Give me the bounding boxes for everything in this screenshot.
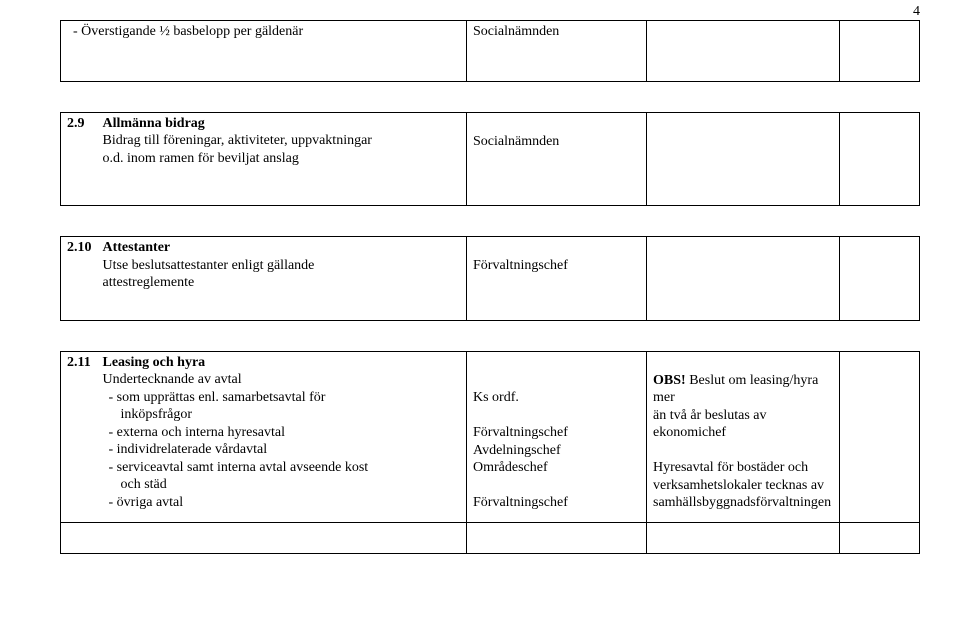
section-title: Attestanter [103, 239, 461, 257]
cell-who: Förvaltningschef [473, 257, 640, 275]
section-number: 2.11 [61, 351, 97, 522]
list-item: övriga avtal [121, 494, 461, 512]
section-number: 2.10 [61, 237, 97, 321]
section-title: Leasing och hyra [103, 354, 461, 372]
table-29: 2.9 Allmänna bidrag Bidrag till förening… [60, 112, 920, 207]
page-number: 4 [913, 4, 920, 20]
note-text: samhällsbyggnadsförvaltningen [653, 494, 833, 512]
note-text: Hyresavtal för bostäder och [653, 459, 833, 477]
section-title: Allmänna bidrag [103, 115, 461, 133]
table-211: 2.11 Leasing och hyra Undertecknande av … [60, 351, 920, 554]
list-item: externa och interna hyresavtal [121, 424, 461, 442]
body-text: Undertecknande av avtal [103, 371, 461, 389]
list-item: Överstigande ½ basbelopp per gäldenär [85, 23, 460, 41]
table-row: 2.11 Leasing och hyra Undertecknande av … [61, 351, 920, 522]
cell-who: Ks ordf. [473, 389, 640, 407]
cell-who: Avdelningschef [473, 442, 640, 460]
cell-who: Socialnämnden [473, 133, 640, 151]
section-number: 2.9 [61, 112, 97, 206]
table-row [61, 522, 920, 553]
cell-who: Områdeschef [473, 459, 640, 477]
table-row: 2.9 Allmänna bidrag Bidrag till förening… [61, 112, 920, 206]
note-text: än två år beslutas av ekonomichef [653, 407, 833, 442]
note-text: OBS! Beslut om leasing/hyra mer [653, 372, 833, 407]
cell-who: Socialnämnden [467, 21, 647, 82]
table-210: 2.10 Attestanter Utse beslutsattestanter… [60, 236, 920, 321]
body-text: o.d. inom ramen för beviljat anslag [103, 150, 461, 168]
note-text: verksamhetslokaler tecknas av [653, 477, 833, 495]
table-row: Överstigande ½ basbelopp per gäldenär So… [61, 21, 920, 82]
table-row: 2.10 Attestanter Utse beslutsattestanter… [61, 237, 920, 321]
list-item: serviceavtal samt interna avtal avseende… [121, 459, 461, 494]
body-text: attestreglemente [103, 274, 461, 292]
body-text: Utse beslutsattestanter enligt gällande [103, 257, 461, 275]
body-text: Bidrag till föreningar, aktiviteter, upp… [103, 132, 461, 150]
list-item: individrelaterade vårdavtal [121, 441, 461, 459]
list-item: som upprättas enl. samarbetsavtal förink… [121, 389, 461, 424]
cell-who: Förvaltningschef [473, 494, 640, 512]
cell-who: Förvaltningschef [473, 424, 640, 442]
table-top: Överstigande ½ basbelopp per gäldenär So… [60, 20, 920, 82]
